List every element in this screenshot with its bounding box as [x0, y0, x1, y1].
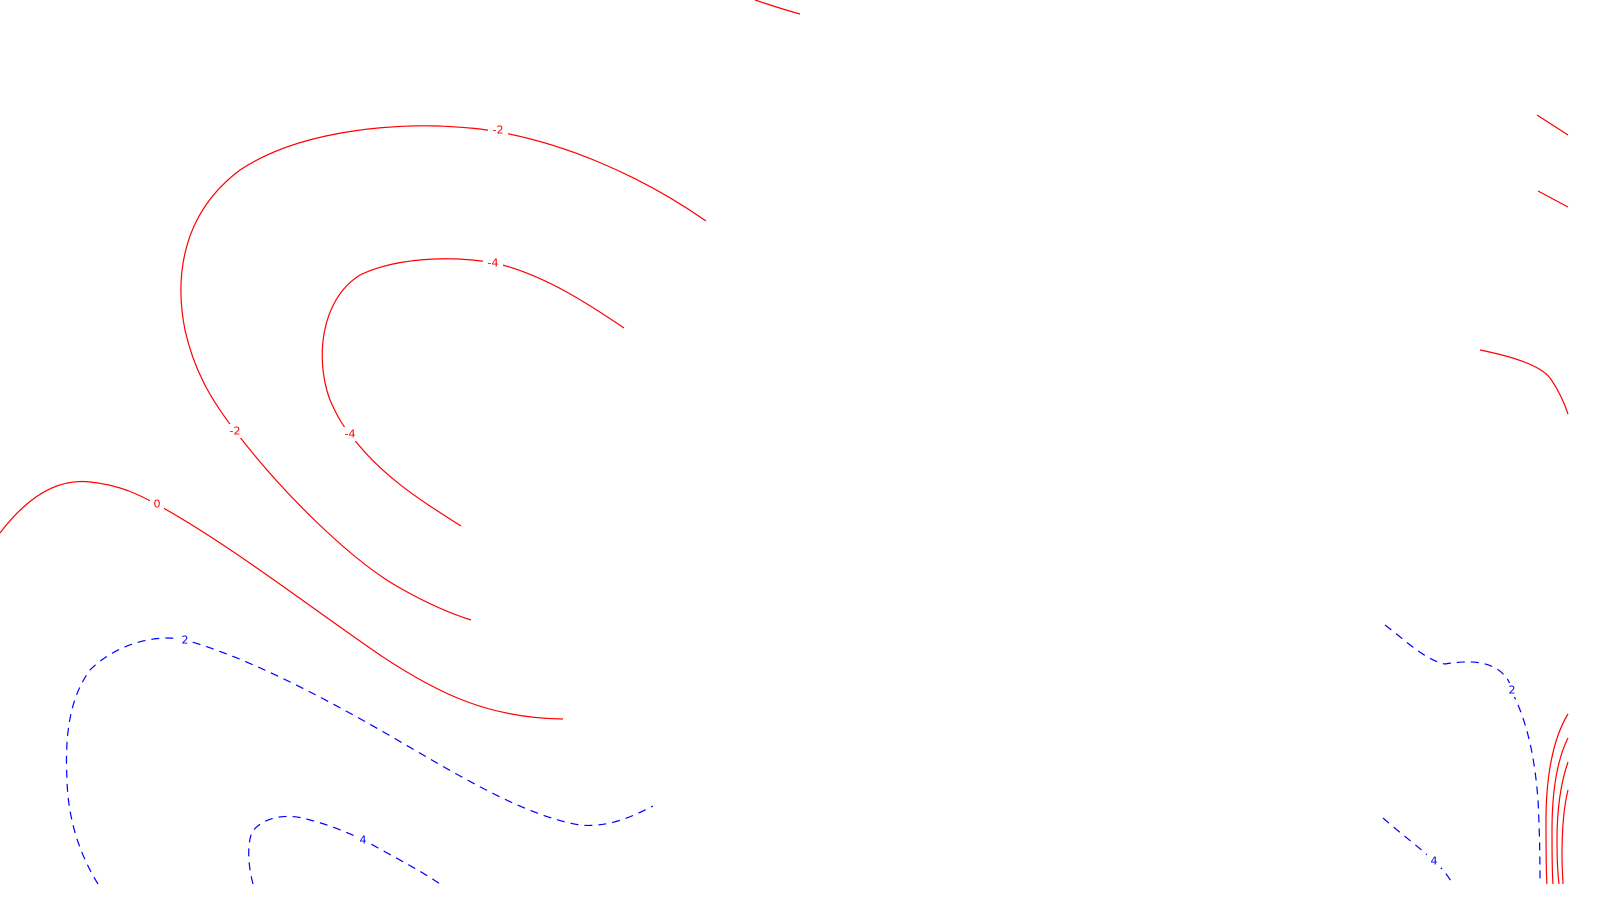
contour-label-minus-4-left: -4 [345, 428, 356, 441]
contour-line-plus-4-left [248, 815, 441, 885]
contour-line-zero [0, 480, 564, 720]
contour-line-plus-4-right [1382, 817, 1454, 885]
contour-line-right-top-1 [1536, 114, 1569, 136]
contour-label-minus-4-top: -4 [488, 257, 499, 270]
contour-line-right-bottom-2 [1551, 737, 1569, 885]
contour-line-plus-2-right [1384, 624, 1541, 885]
contour-label-minus-2-top: -2 [493, 124, 504, 137]
contour-label-minus-2-left: -2 [230, 425, 241, 438]
contour-line-plus-2-left [65, 637, 654, 885]
contour-line-right-top-2 [1537, 190, 1569, 208]
contour-line-minus-2 [180, 125, 707, 621]
contour-label-plus-4-right: 4 [1431, 855, 1438, 868]
contour-line-right-mid [1479, 349, 1569, 415]
contour-line-minus-4 [321, 258, 625, 527]
contour-labels: -2 -4 -2 -4 0 2 4 2 4 [150, 122, 1519, 868]
contour-label-plus-4-left: 4 [360, 834, 367, 847]
contour-label-plus-2-left: 2 [182, 634, 189, 647]
contour-label-zero: 0 [154, 498, 161, 511]
contour-line-right-bottom-3 [1556, 761, 1569, 885]
contour-line-right-bottom-1 [1545, 713, 1569, 885]
contour-line-right-bottom-4 [1561, 789, 1569, 885]
contour-line-top-center [754, 0, 801, 15]
contour-label-plus-2-right: 2 [1509, 684, 1516, 697]
